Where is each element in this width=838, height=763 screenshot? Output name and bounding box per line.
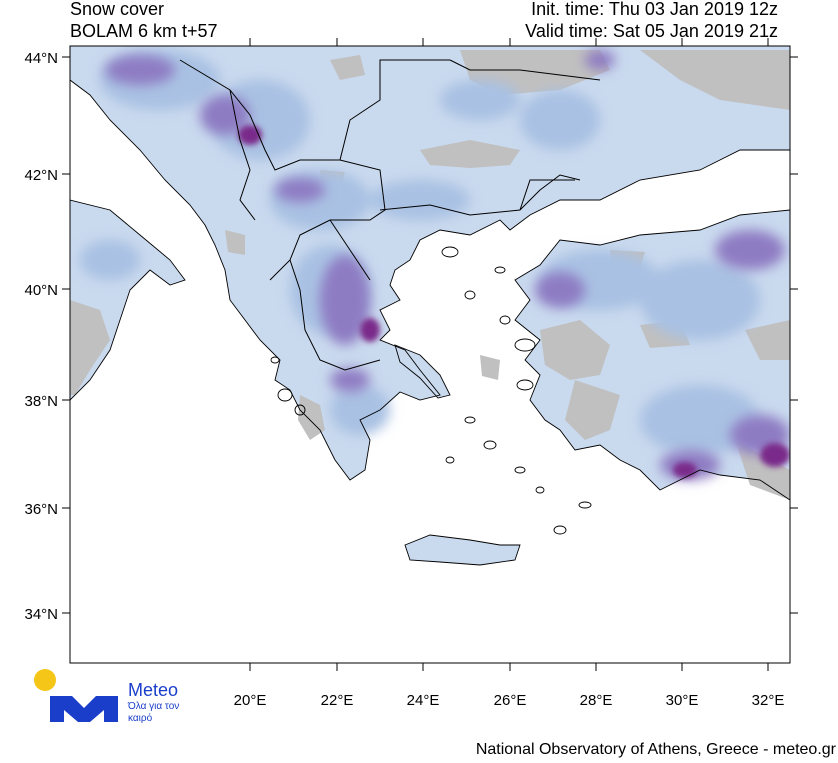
coastlines [70, 79, 790, 566]
lon-label-28: 28°E [580, 692, 613, 709]
lon-ticks [249, 38, 769, 671]
lat-label-36: 36°N [24, 501, 58, 518]
lat-label-34: 34°N [24, 606, 58, 623]
meteo-logo [34, 669, 118, 722]
lat-label-40: 40°N [24, 282, 58, 299]
map-frame [69, 45, 791, 664]
product-title: Snow cover [70, 0, 165, 19]
lon-label-26: 26°E [494, 692, 527, 709]
lat-ticks [62, 56, 798, 614]
logo-tagline: Όλα για τον καιρό [128, 701, 180, 724]
lon-label-22: 22°E [321, 692, 354, 709]
lon-label-30: 30°E [666, 692, 699, 709]
model-run-label: BOLAM 6 km t+57 [70, 21, 218, 41]
land-crete [405, 535, 520, 565]
lat-label-38: 38°N [24, 393, 58, 410]
lon-label-24: 24°E [407, 692, 440, 709]
lon-label-20: 20°E [234, 692, 267, 709]
lat-label-42: 42°N [24, 167, 58, 184]
init-time: Init. time: Thu 03 Jan 2019 12z [531, 0, 778, 19]
sun-icon [34, 669, 56, 691]
valid-time: Valid time: Sat 05 Jan 2019 21z [525, 21, 778, 41]
map-field [70, 46, 790, 663]
country-borders [179, 59, 601, 371]
m-mark-icon [50, 696, 118, 722]
lon-label-32: 32°E [752, 692, 785, 709]
footer-credit: National Observatory of Athens, Greece -… [475, 741, 836, 758]
land-euboea [395, 345, 450, 398]
logo-name: Meteo [128, 680, 179, 700]
lat-label-44: 44°N [24, 50, 58, 67]
